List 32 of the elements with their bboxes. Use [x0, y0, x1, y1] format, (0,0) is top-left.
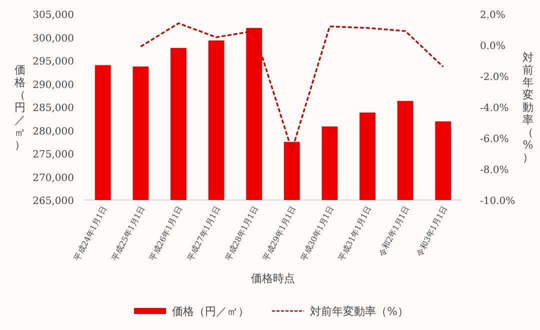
- y-tick-label: 275,000: [32, 150, 74, 160]
- x-tick-label: 平成27年1月1日: [186, 204, 222, 262]
- x-tick-label: 平成29年1月1日: [261, 204, 298, 262]
- y-tick-label: 280,000: [32, 126, 74, 138]
- y-tick-label: 305,000: [32, 10, 74, 21]
- y2-tick-label: -8.0%: [480, 165, 509, 176]
- legend-label: 対前年変動率（%）: [310, 305, 408, 318]
- y-tick-label: 270,000: [32, 172, 74, 184]
- x-tick-label: 平成28年1月1日: [224, 204, 260, 262]
- y-tick-label: 290,000: [32, 80, 74, 91]
- line-series: [140, 22, 444, 152]
- x-tick-label: 令和3年1月1日: [414, 204, 449, 258]
- y-tick-label: 300,000: [32, 33, 74, 44]
- y-axis-title: 価格（円／㎡）: [14, 64, 26, 152]
- y2-tick-label: -6.0%: [480, 134, 509, 145]
- legend-label: 価格（円／㎡）: [172, 305, 249, 318]
- y2-tick-label: -2.0%: [480, 72, 509, 83]
- x-tick-label: 平成31年1月1日: [336, 204, 374, 262]
- x-tick-label: 平成26年1月1日: [148, 204, 184, 262]
- y-tick-label: 295,000: [32, 56, 74, 68]
- text: 対前年変動率（%）: [522, 51, 534, 164]
- y-tick-label: 265,000: [32, 196, 74, 207]
- x-tick-label: 平成24年1月1日: [72, 204, 109, 262]
- y-tick-label: 285,000: [32, 103, 74, 114]
- x-axis-title: 価格時点: [251, 272, 295, 285]
- y2-tick-label: 2.0%: [480, 10, 506, 21]
- y2-tick-label: -10.0%: [480, 196, 516, 207]
- x-tick-label: 令和2年1月1日: [377, 204, 412, 258]
- x-tick-label: 平成30年1月1日: [299, 204, 336, 262]
- y2-tick-label: 0.0%: [480, 41, 506, 52]
- y2-tick-label: -4.0%: [480, 103, 509, 114]
- x-tick-label: 平成25年1月1日: [110, 204, 146, 262]
